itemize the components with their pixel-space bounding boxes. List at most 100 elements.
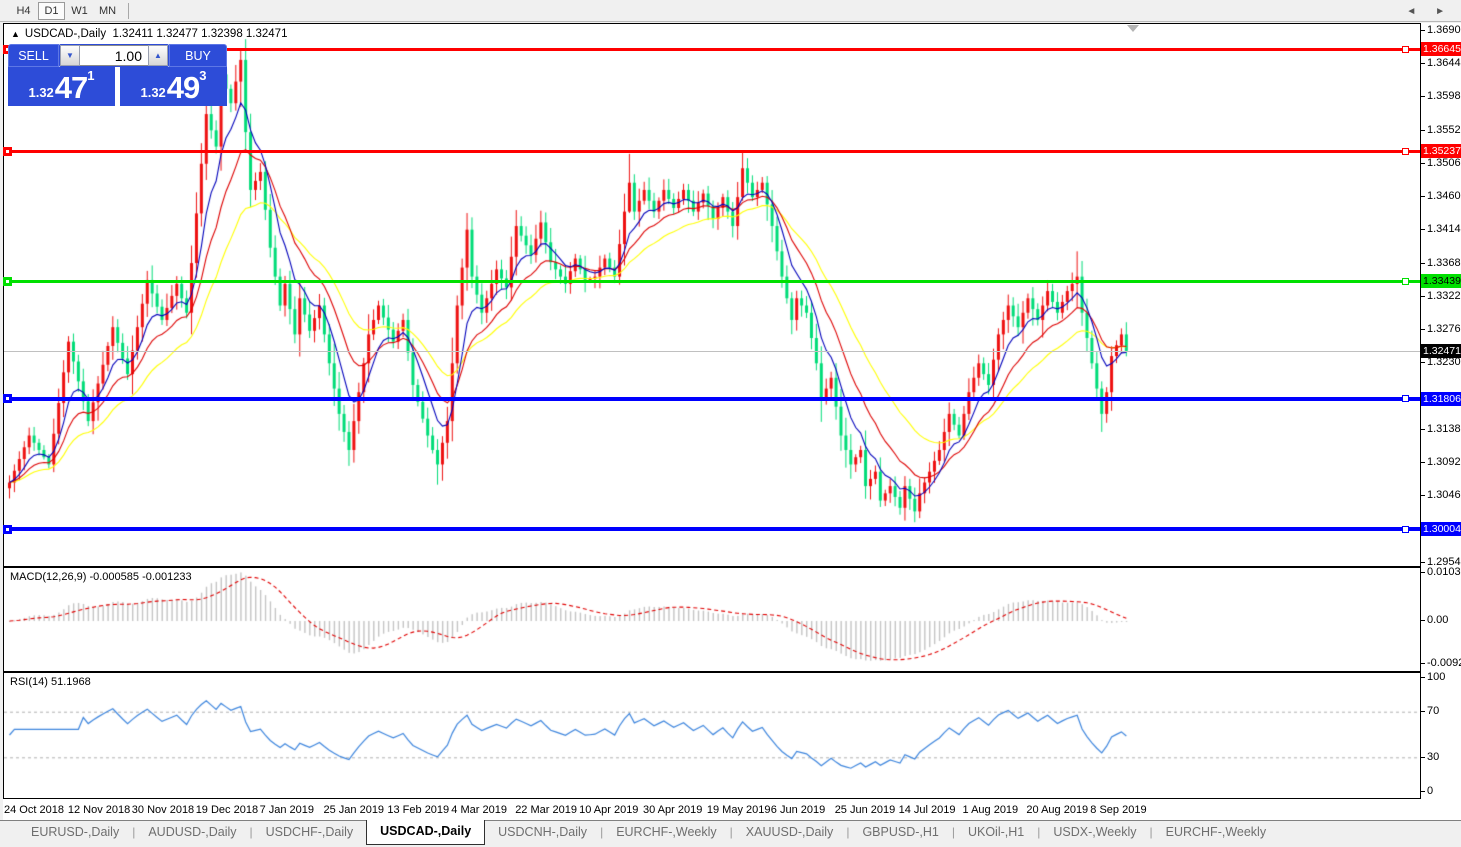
chart-tab-eurchf-weekly[interactable]: EURCHF-,Weekly xyxy=(1165,825,1267,839)
date-tick-3: 19 Dec 2018 xyxy=(195,804,259,816)
macd-label: MACD(12,26,9) -0.000585 -0.001233 xyxy=(10,571,192,583)
line-left-handle[interactable] xyxy=(3,146,12,156)
volume-increase-button[interactable]: ▲ xyxy=(148,45,168,66)
sell-price-pip-digit: 1 xyxy=(87,68,95,83)
macd-canvas xyxy=(4,568,1420,671)
date-tick-5: 25 Jan 2019 xyxy=(323,804,385,816)
tab-separator: | xyxy=(249,825,253,839)
volume-decrease-button[interactable]: ▼ xyxy=(60,45,80,66)
rsi-label: RSI(14) 51.1968 xyxy=(10,676,91,688)
chart-tab-eurusd-daily[interactable]: EURUSD-,Daily xyxy=(31,825,120,839)
timeframe-button-mn[interactable]: MN xyxy=(94,2,121,20)
horizontal-level-line-1.30004[interactable] xyxy=(3,524,1420,534)
buy-price-display[interactable]: 1.32 49 3 xyxy=(120,67,227,106)
price-axis[interactable]: 1.36900 1.36440 1.35980 1.35520 1.35060 1.346… xyxy=(1420,23,1461,820)
price-badge-1.36645: 1.36645 xyxy=(1421,42,1461,57)
price-tick-1.35060: 1.35060 xyxy=(1421,157,1461,169)
horizontal-level-line-1.31806[interactable] xyxy=(3,394,1420,404)
chart-tab-xauusd-daily[interactable]: XAUUSD-,Daily xyxy=(745,825,834,839)
candlestick-canvas[interactable] xyxy=(4,24,1420,566)
date-tick-2: 30 Nov 2018 xyxy=(131,804,195,816)
chart-tab-usdcad-daily[interactable]: USDCAD-,Daily xyxy=(366,820,486,845)
chart-tab-usdcnh-daily[interactable]: USDCNH-,Daily xyxy=(498,825,588,839)
chart-title: ▲ USDCAD-,Daily 1.32411 1.32477 1.32398 1… xyxy=(11,28,287,40)
line-right-handle[interactable] xyxy=(1402,147,1409,155)
chart-ohlc-values: 1.32411 1.32477 1.32398 1.32471 xyxy=(112,28,288,40)
line-left-handle[interactable] xyxy=(3,394,12,404)
line-right-handle[interactable] xyxy=(1402,277,1409,285)
tab-separator: | xyxy=(846,825,850,839)
price-tick-1.36900: 1.36900 xyxy=(1421,24,1461,36)
horizontal-level-line-1.33439[interactable] xyxy=(3,276,1420,286)
chart-tab-usdchf-daily[interactable]: USDCHF-,Daily xyxy=(265,825,354,839)
tab-separator: | xyxy=(1149,825,1153,839)
sell-price-prefix: 1.32 xyxy=(28,85,54,100)
timeframe-button-w1[interactable]: W1 xyxy=(66,2,93,20)
time-axis[interactable]: 24 Oct 2018 12 Nov 2018 30 Nov 2018 19 Dec … xyxy=(3,799,1421,820)
date-tick-13: 25 Jun 2019 xyxy=(834,804,896,816)
toolbar-separator xyxy=(128,2,129,19)
line-right-handle[interactable] xyxy=(1402,45,1409,53)
rsi-indicator-pane[interactable]: RSI(14) 51.1968 xyxy=(3,672,1421,799)
date-tick-8: 22 Mar 2019 xyxy=(515,804,577,816)
macd-indicator-pane[interactable]: MACD(12,26,9) -0.000585 -0.001233 xyxy=(3,567,1421,672)
tab-separator: | xyxy=(729,825,733,839)
price-badge-1.31806: 1.31806 xyxy=(1421,391,1461,406)
date-tick-4: 7 Jan 2019 xyxy=(259,804,315,816)
price-tick-1.35980: 1.35980 xyxy=(1421,90,1461,102)
collapse-triangle-icon[interactable]: ▲ xyxy=(11,29,20,39)
chart-tab-eurchf-weekly[interactable]: EURCHF-,Weekly xyxy=(616,825,717,839)
line-left-handle[interactable] xyxy=(3,276,12,286)
rsi-tick-0: 0 xyxy=(1420,785,1434,797)
price-tick-1.33220: 1.33220 xyxy=(1421,290,1461,302)
tab-scroll-arrows[interactable]: ◄ ► xyxy=(1406,6,1453,17)
horizontal-level-line-1.35237[interactable] xyxy=(3,146,1420,156)
date-tick-9: 10 Apr 2019 xyxy=(579,804,639,816)
timeframe-toolbar: H4 D1 W1 MN xyxy=(0,0,1461,22)
chart-tab-audusd-daily[interactable]: AUDUSD-,Daily xyxy=(148,825,237,839)
sell-price-big-digits: 47 xyxy=(54,70,88,105)
timeframe-button-d1[interactable]: D1 xyxy=(38,1,65,20)
tab-separator: | xyxy=(600,825,604,839)
price-tick-1.35520: 1.35520 xyxy=(1421,124,1461,136)
buy-button[interactable]: BUY xyxy=(169,44,227,67)
price-chart-pane[interactable]: ▲ USDCAD-,Daily 1.32411 1.32477 1.32398 1… xyxy=(3,23,1421,567)
sell-button[interactable]: SELL xyxy=(8,44,59,67)
current-price-line xyxy=(4,351,1420,352)
buy-price-big-digits: 49 xyxy=(166,70,200,105)
volume-spinner: ▼ ▲ xyxy=(59,44,169,67)
price-tick-1.36440: 1.36440 xyxy=(1421,57,1461,69)
macd-tick-0.010311: 0.010311 xyxy=(1420,566,1461,578)
date-tick-14: 14 Jul 2019 xyxy=(898,804,956,816)
timeframe-button-h4[interactable]: H4 xyxy=(10,2,37,20)
date-tick-12: 6 Jun 2019 xyxy=(770,804,826,816)
tab-separator: | xyxy=(132,825,136,839)
chart-shift-marker-icon[interactable] xyxy=(1127,25,1139,32)
rsi-tick-100: 100 xyxy=(1420,671,1446,683)
buy-price-prefix: 1.32 xyxy=(140,85,166,100)
line-right-handle[interactable] xyxy=(1402,395,1409,403)
line-right-handle[interactable] xyxy=(1402,525,1409,533)
price-tick-1.33680: 1.33680 xyxy=(1421,257,1461,269)
macd-tick--0.009203: -0.009203 xyxy=(1421,657,1461,669)
date-tick-0: 24 Oct 2018 xyxy=(4,804,64,816)
macd-tick-0.00: 0.00 xyxy=(1420,614,1449,626)
rsi-canvas xyxy=(4,673,1420,798)
date-tick-16: 20 Aug 2019 xyxy=(1026,804,1089,816)
date-tick-6: 13 Feb 2019 xyxy=(387,804,450,816)
rsi-tick-70: 70 xyxy=(1420,705,1440,718)
chart-tab-ukoil-h1[interactable]: UKOil-,H1 xyxy=(967,825,1025,839)
price-tick-1.30920: 1.30920 xyxy=(1421,456,1461,468)
price-badge-1.32471: 1.32471 xyxy=(1421,343,1461,358)
volume-input[interactable] xyxy=(80,45,148,66)
rsi-tick-30: 30 xyxy=(1420,750,1440,763)
horizontal-level-line-1.36645[interactable] xyxy=(3,44,1420,54)
chart-tab-usdx-weekly[interactable]: USDX-,Weekly xyxy=(1053,825,1137,839)
line-left-handle[interactable] xyxy=(3,44,12,54)
chart-tab-gbpusd-h1[interactable]: GBPUSD-,H1 xyxy=(862,825,939,839)
buy-price-pip-digit: 3 xyxy=(199,68,207,83)
line-left-handle[interactable] xyxy=(3,524,12,534)
date-tick-1: 12 Nov 2018 xyxy=(67,804,131,816)
sell-price-display[interactable]: 1.32 47 1 xyxy=(8,67,115,106)
